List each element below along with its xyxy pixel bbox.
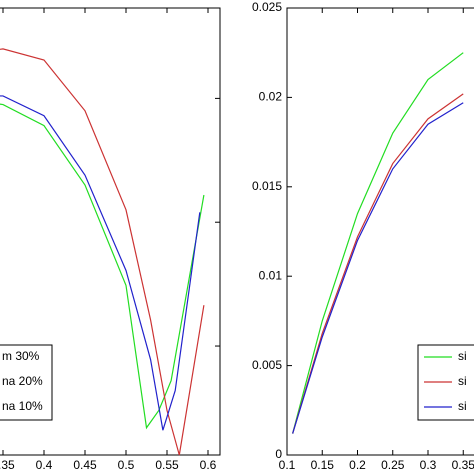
x-tick-label: 0.55 <box>155 458 179 472</box>
series-line <box>0 48 205 456</box>
legend-box <box>0 344 53 421</box>
y-tick-label: 0 <box>275 447 282 461</box>
legend-label: na 20% <box>2 374 43 388</box>
x-tick-label: 0.5 <box>118 458 135 472</box>
series-line <box>0 103 205 430</box>
plot-frame <box>0 7 221 456</box>
series-line <box>292 102 464 434</box>
y-tick-label: 0.025 <box>252 0 282 14</box>
x-tick-label: 0.15 <box>311 458 335 472</box>
series-line <box>292 52 464 434</box>
x-tick-label: 0.2 <box>349 458 366 472</box>
legend-label: m 30% <box>2 349 40 363</box>
legend-label: si <box>458 374 467 388</box>
legend-label: na 10% <box>2 399 43 413</box>
x-tick-label: 0.6 <box>200 458 217 472</box>
y-tick-label: 0.02 <box>259 90 283 104</box>
x-tick-label: 0.1 <box>279 458 296 472</box>
series-line <box>292 93 464 434</box>
y-tick-label: 0.005 <box>252 358 282 372</box>
x-tick-label: 0.35 <box>452 458 474 472</box>
series-line <box>0 95 201 431</box>
x-tick-label: 0.4 <box>36 458 53 472</box>
y-tick-label: 0.015 <box>252 179 282 193</box>
legend-label: si <box>458 349 467 363</box>
legend-label: si <box>458 399 467 413</box>
plot-frame <box>286 7 474 456</box>
x-tick-label: 0.25 <box>381 458 405 472</box>
x-tick-label: 0.3 <box>420 458 437 472</box>
y-tick-label: 0.01 <box>259 268 283 282</box>
x-tick-label: 0.45 <box>73 458 97 472</box>
x-tick-label: 0.35 <box>0 458 15 472</box>
